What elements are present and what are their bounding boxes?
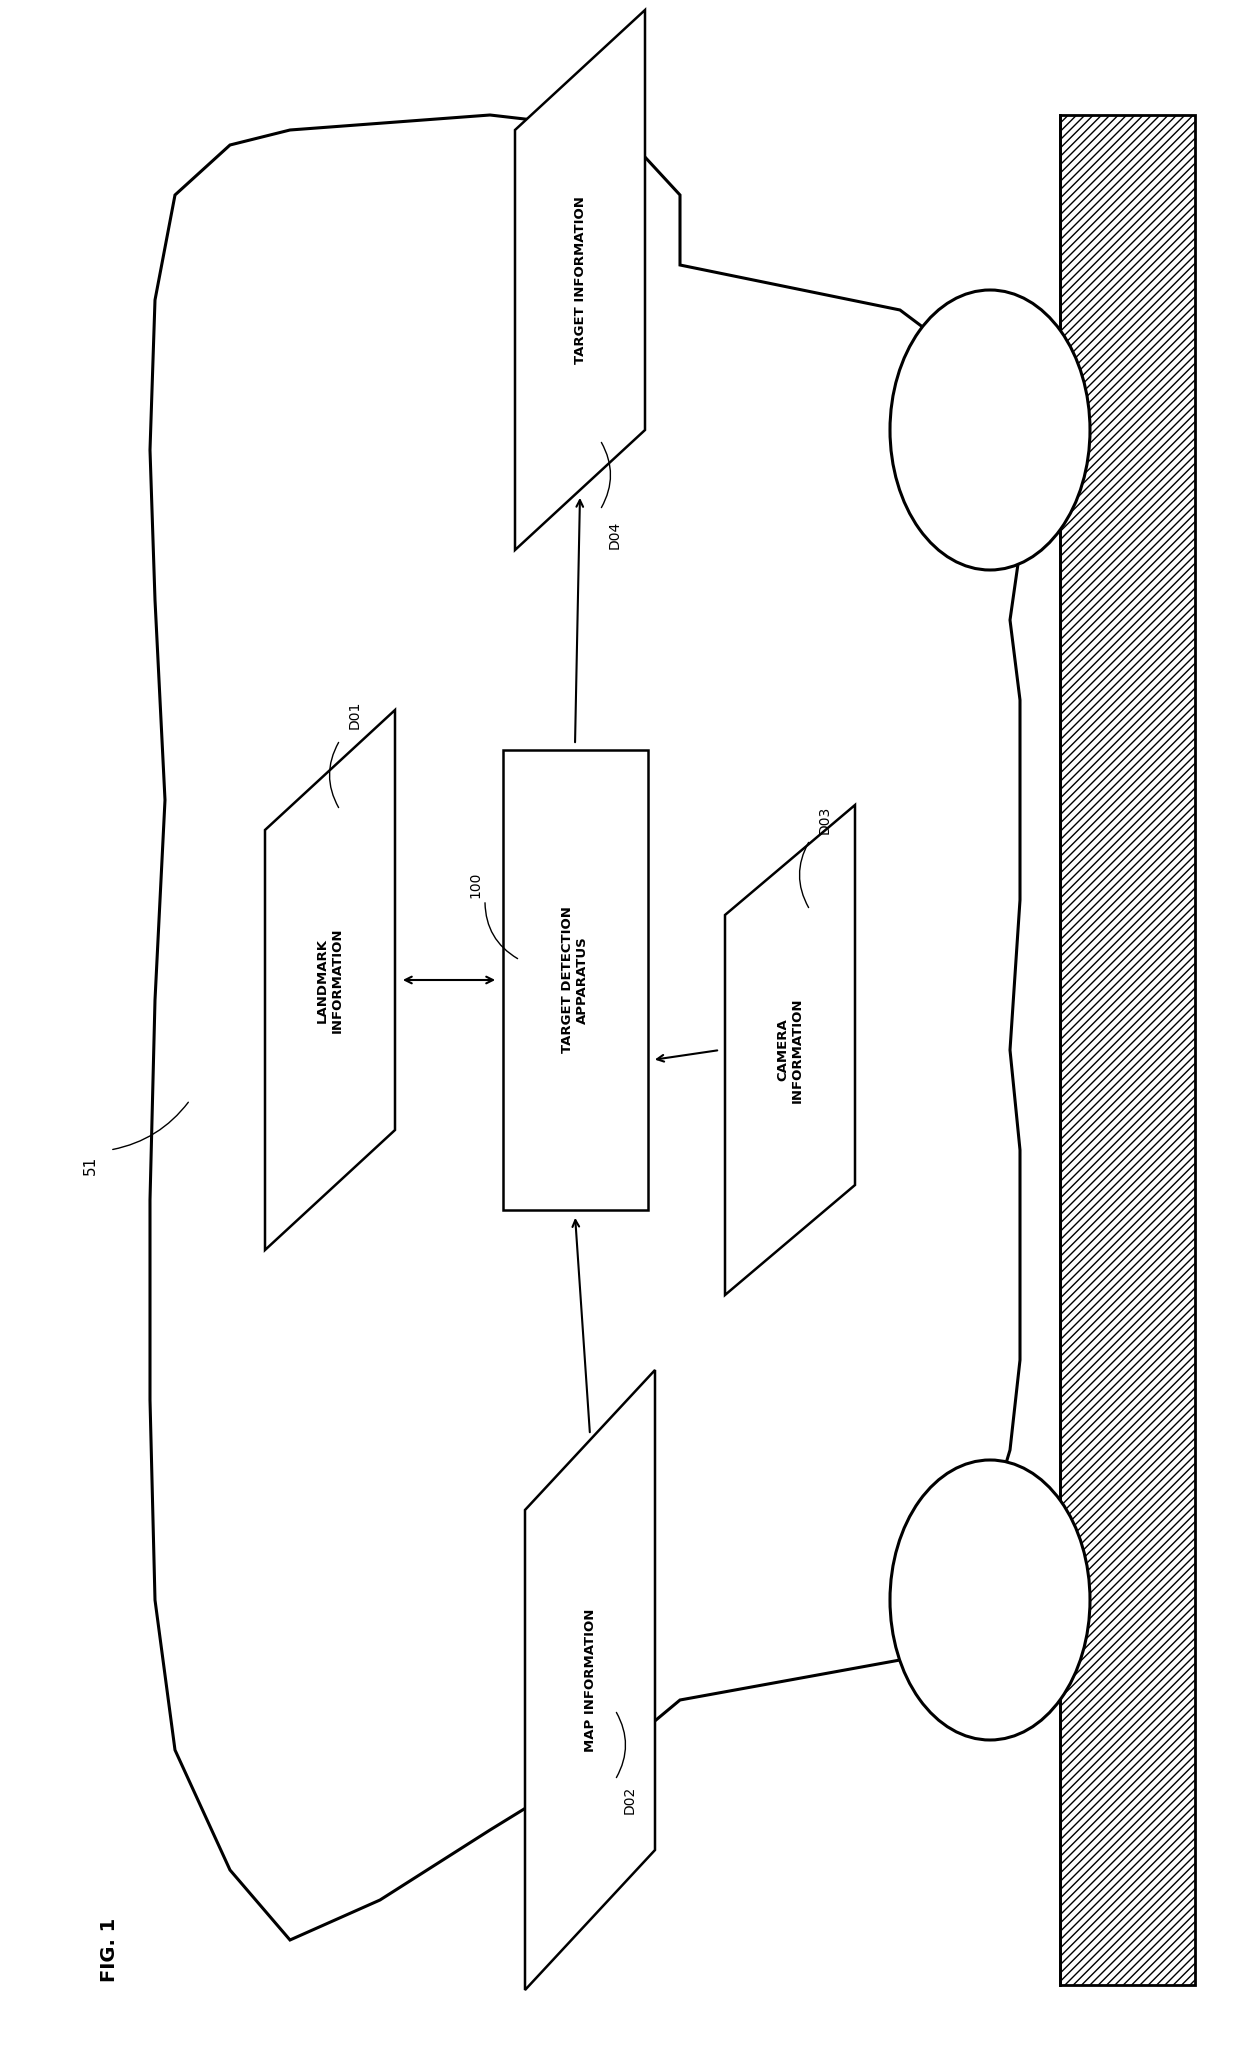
Bar xyxy=(502,750,647,1210)
Polygon shape xyxy=(150,116,1021,1939)
Text: TARGET INFORMATION: TARGET INFORMATION xyxy=(574,196,587,363)
Bar xyxy=(1060,116,1195,1984)
Polygon shape xyxy=(515,10,645,549)
Text: D03: D03 xyxy=(818,805,832,834)
Text: D02: D02 xyxy=(622,1786,637,1815)
Text: 100: 100 xyxy=(467,871,482,898)
Text: FIG. 1: FIG. 1 xyxy=(100,1918,119,1982)
Text: CAMERA
INFORMATION: CAMERA INFORMATION xyxy=(776,997,804,1103)
Ellipse shape xyxy=(890,1460,1090,1741)
Text: LANDMARK
INFORMATION: LANDMARK INFORMATION xyxy=(316,927,343,1032)
Text: D01: D01 xyxy=(348,700,362,729)
Text: 51: 51 xyxy=(83,1156,98,1175)
Polygon shape xyxy=(725,805,856,1295)
Text: D04: D04 xyxy=(608,520,622,549)
Text: MAP INFORMATION: MAP INFORMATION xyxy=(584,1609,596,1751)
Polygon shape xyxy=(265,710,396,1249)
Text: TARGET DETECTION
APPARATUS: TARGET DETECTION APPARATUS xyxy=(560,907,589,1053)
Polygon shape xyxy=(525,1369,655,1991)
Ellipse shape xyxy=(890,289,1090,570)
